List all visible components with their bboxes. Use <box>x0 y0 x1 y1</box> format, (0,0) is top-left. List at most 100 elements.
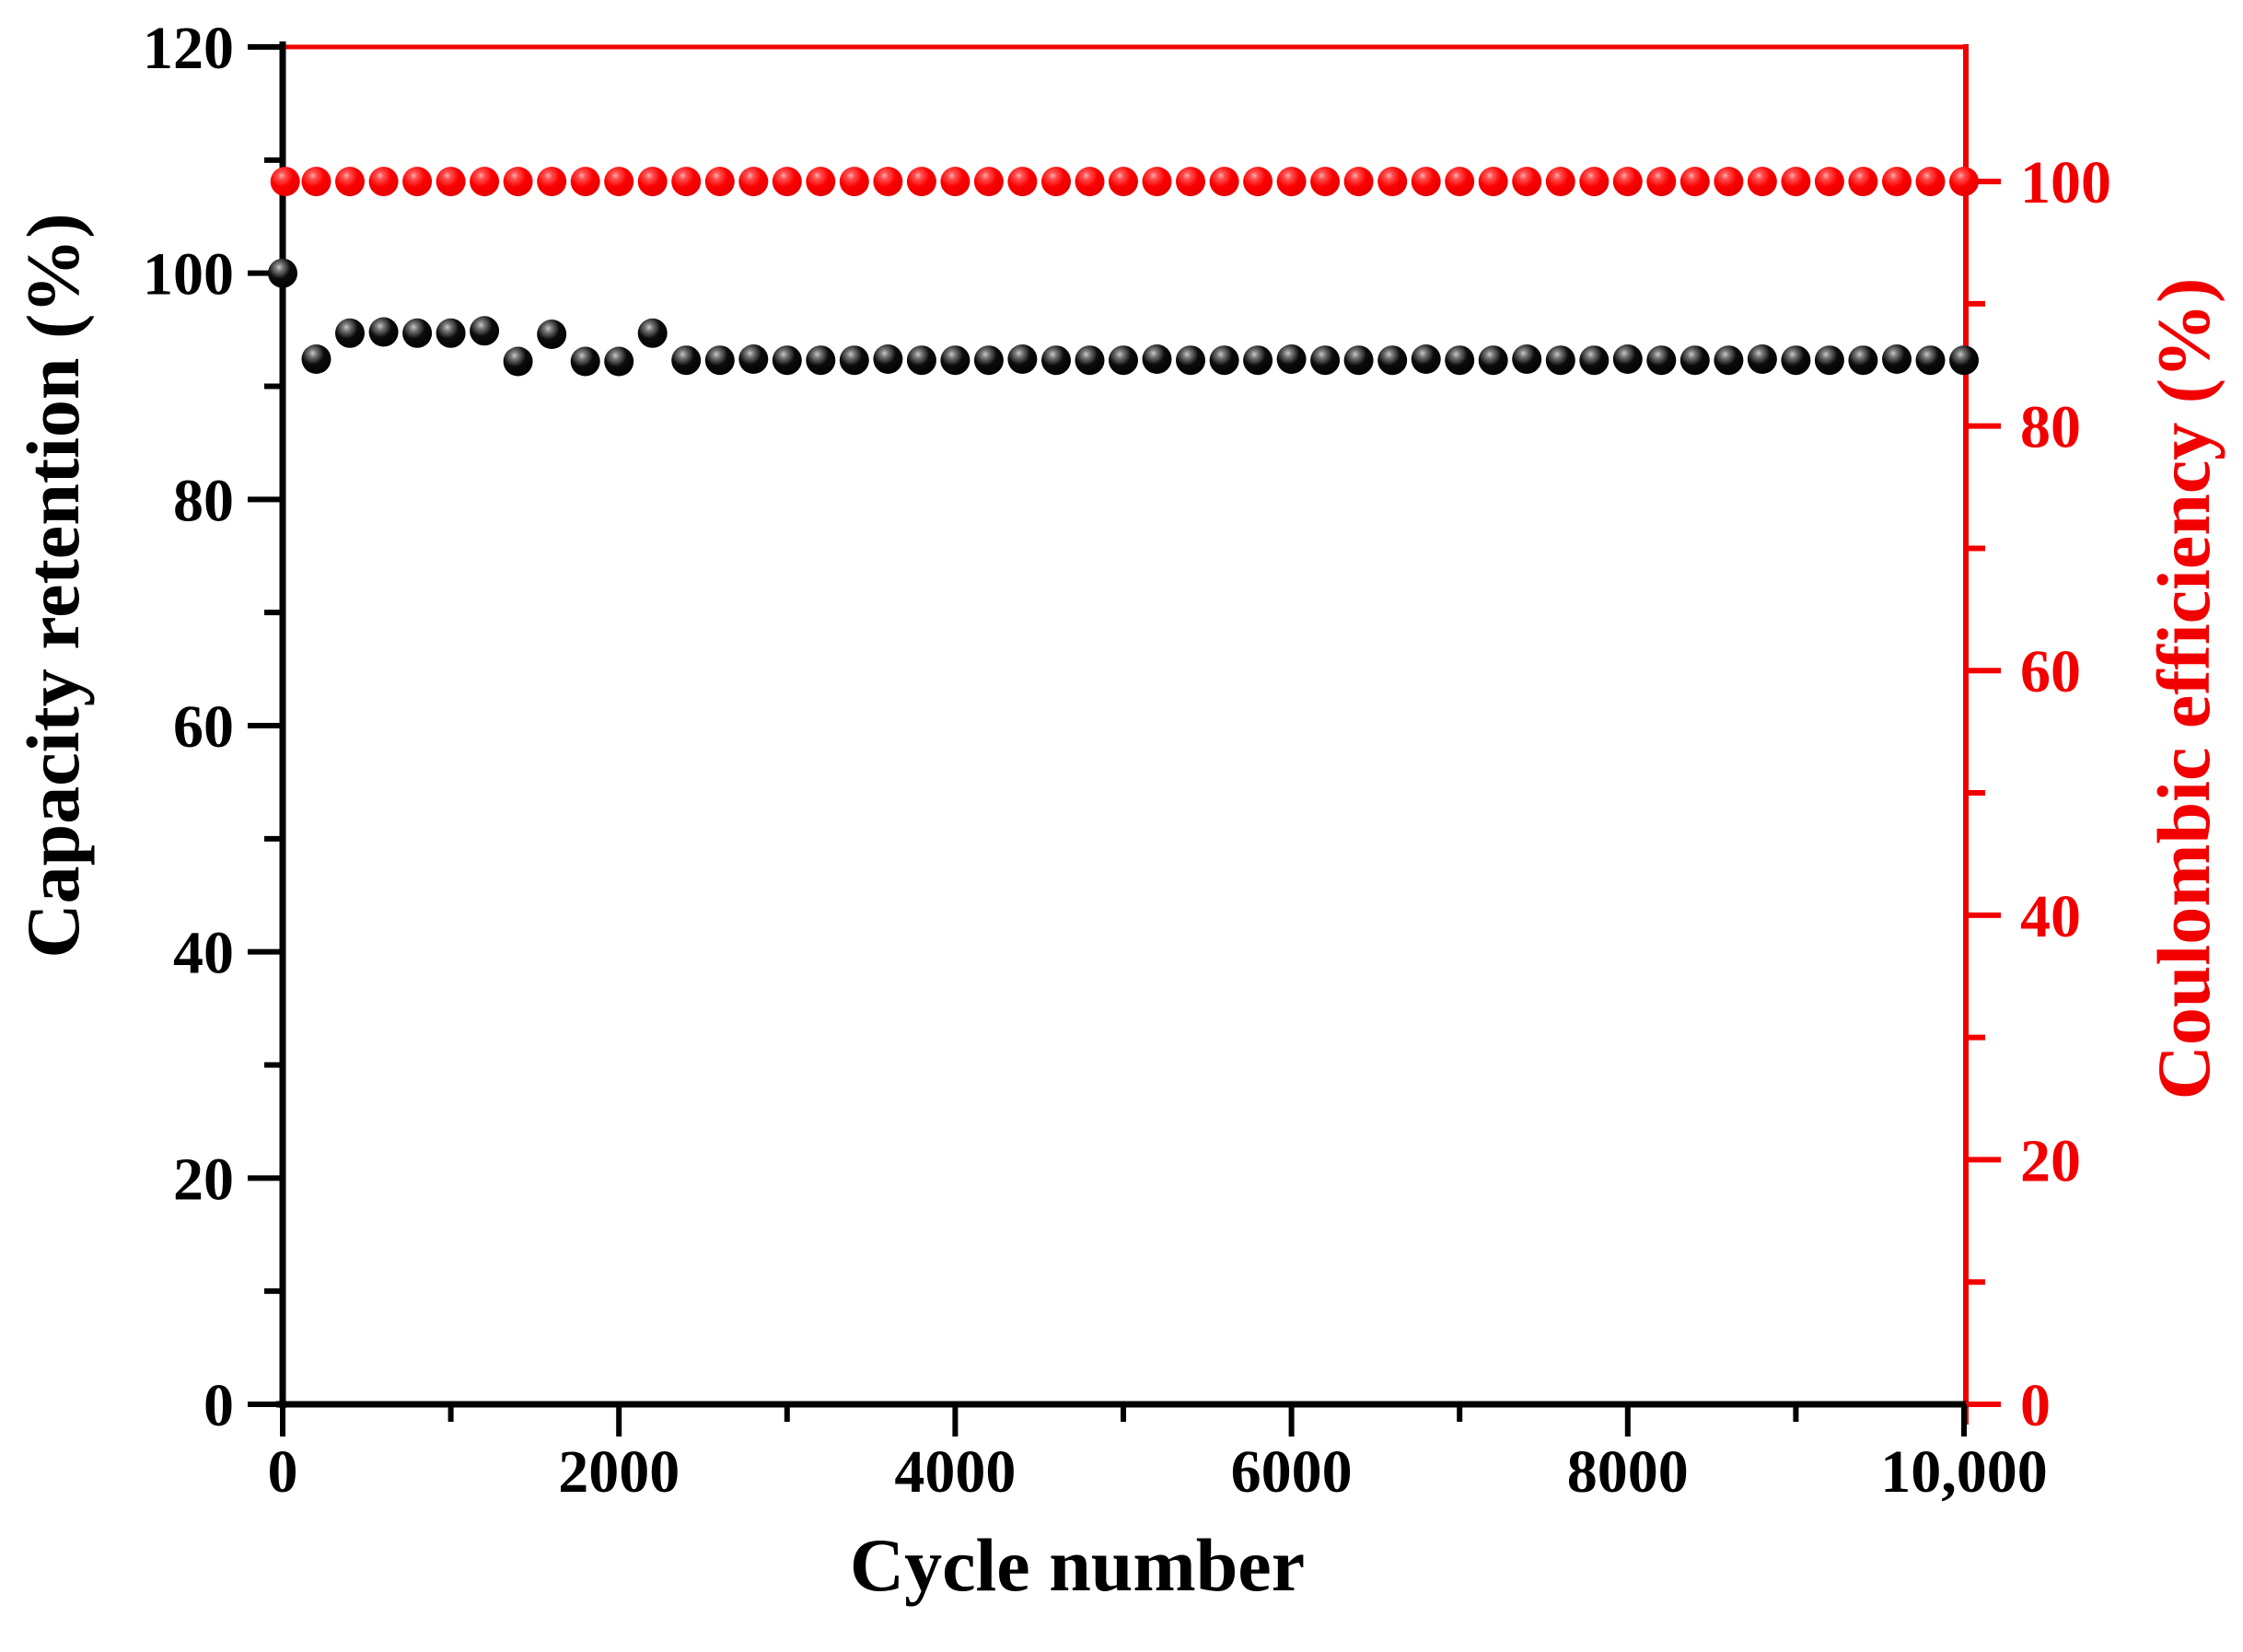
capacity-retention-point <box>1478 345 1508 376</box>
coulombic-efficiency-point <box>1512 167 1542 197</box>
coulombic-efficiency-point <box>1612 167 1643 197</box>
capacity-retention-point <box>906 345 936 376</box>
left-tick-label: 0 <box>203 1372 234 1439</box>
capacity-retention-point <box>1276 344 1307 374</box>
x-tick-label: 2000 <box>558 1438 680 1506</box>
capacity-retention-point <box>704 345 735 376</box>
coulombic-efficiency-point <box>1545 167 1575 197</box>
coulombic-efficiency-point <box>1882 167 1912 197</box>
capacity-retention-point <box>470 316 500 346</box>
right-tick-label: 40 <box>2020 883 2081 950</box>
capacity-retention-point <box>1781 345 1811 376</box>
capacity-retention-point <box>1512 344 1542 374</box>
coulombic-efficiency-point <box>1747 167 1777 197</box>
capacity-retention-point <box>1679 345 1710 376</box>
capacity-retention-point <box>940 345 970 376</box>
coulombic-efficiency-point <box>1243 167 1273 197</box>
capacity-retention-point <box>268 258 297 288</box>
capacity-retention-point <box>1646 345 1677 376</box>
capacity-retention-point <box>1714 345 1744 376</box>
left-tick-label: 60 <box>173 693 234 761</box>
coulombic-efficiency-point <box>537 167 567 197</box>
capacity-retention-point <box>1142 344 1172 374</box>
left-tick-label: 80 <box>173 467 234 534</box>
capacity-retention-point <box>1007 344 1038 374</box>
capacity-retention-point <box>1915 345 1946 376</box>
capacity-retention-point <box>1176 345 1205 376</box>
capacity-retention-point <box>1343 345 1374 376</box>
capacity-retention-point <box>1848 345 1878 376</box>
right-axis-title: Coulombic efficiency (%) <box>2142 277 2226 1100</box>
coulombic-efficiency-point <box>270 167 300 197</box>
capacity-retention-point <box>436 318 466 348</box>
right-tick-label: 20 <box>2020 1127 2081 1194</box>
coulombic-efficiency-point <box>806 167 836 197</box>
capacity-retention-point <box>1949 345 1979 376</box>
coulombic-efficiency-point <box>1646 167 1677 197</box>
capacity-retention-point <box>1445 345 1475 376</box>
coulombic-efficiency-point <box>1411 167 1441 197</box>
capacity-retention-point <box>1075 345 1105 376</box>
capacity-retention-point <box>1882 344 1912 374</box>
capacity-retention-point <box>570 346 600 377</box>
capacity-retention-point <box>1612 344 1643 374</box>
capacity-retention-point <box>368 317 399 347</box>
coulombic-efficiency-point <box>604 167 634 197</box>
coulombic-efficiency-point <box>335 167 365 197</box>
coulombic-efficiency-point <box>1109 167 1138 197</box>
coulombic-efficiency-point <box>1915 167 1946 197</box>
coulombic-efficiency-point <box>1007 167 1038 197</box>
left-axis-title: Capacity retention (%) <box>11 213 95 959</box>
coulombic-efficiency-point <box>1848 167 1878 197</box>
left-tick-label: 120 <box>143 15 234 82</box>
capacity-retention-point <box>839 345 869 376</box>
capacity-retention-point <box>1411 344 1441 374</box>
capacity-retention-point <box>671 345 702 376</box>
coulombic-efficiency-point <box>1445 167 1475 197</box>
capacity-retention-point <box>1545 345 1575 376</box>
capacity-retention-point <box>806 345 836 376</box>
right-tick-label: 100 <box>2020 149 2111 216</box>
coulombic-efficiency-point <box>973 167 1004 197</box>
coulombic-efficiency-point <box>368 167 399 197</box>
capacity-retention-point <box>1109 345 1138 376</box>
coulombic-efficiency-point <box>1478 167 1508 197</box>
coulombic-efficiency-point <box>402 167 433 197</box>
coulombic-efficiency-point <box>301 167 331 197</box>
left-tick-label: 40 <box>173 920 234 987</box>
coulombic-efficiency-point <box>470 167 500 197</box>
x-tick-label: 0 <box>268 1438 298 1506</box>
capacity-retention-point <box>335 318 365 348</box>
capacity-retention-point <box>1209 345 1239 376</box>
coulombic-efficiency-point <box>873 167 903 197</box>
coulombic-efficiency-point <box>503 167 533 197</box>
capacity-retention-point <box>1377 345 1408 376</box>
coulombic-efficiency-point <box>1343 167 1374 197</box>
coulombic-efficiency-point <box>1075 167 1105 197</box>
capacity-retention-point <box>1579 345 1610 376</box>
left-tick-label: 100 <box>143 241 234 308</box>
coulombic-efficiency-point <box>671 167 702 197</box>
x-tick-label: 10,000 <box>1880 1438 2048 1506</box>
coulombic-efficiency-point <box>940 167 970 197</box>
x-tick-label: 6000 <box>1231 1438 1353 1506</box>
coulombic-efficiency-point <box>1276 167 1307 197</box>
right-tick-label: 80 <box>2020 394 2081 461</box>
capacity-retention-point <box>738 344 769 374</box>
coulombic-efficiency-point <box>839 167 869 197</box>
capacity-retention-point <box>973 345 1004 376</box>
coulombic-efficiency-point <box>436 167 466 197</box>
coulombic-efficiency-point <box>1579 167 1610 197</box>
capacity-retention-point <box>537 320 567 349</box>
capacity-retention-point <box>301 344 331 374</box>
capacity-retention-point <box>1310 345 1341 376</box>
x-tick-label: 4000 <box>894 1438 1016 1506</box>
coulombic-efficiency-point <box>906 167 936 197</box>
capacity-retention-point <box>1243 345 1273 376</box>
coulombic-efficiency-point <box>1310 167 1341 197</box>
capacity-retention-point <box>604 346 634 377</box>
coulombic-efficiency-point <box>637 167 668 197</box>
right-tick-label: 0 <box>2020 1372 2051 1439</box>
